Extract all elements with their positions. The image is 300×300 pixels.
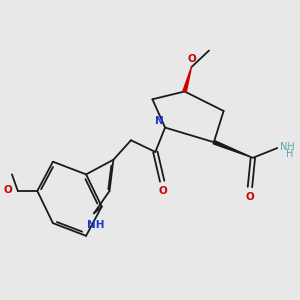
Text: O: O <box>188 54 196 64</box>
Text: O: O <box>4 185 13 195</box>
Text: O: O <box>246 192 254 202</box>
Text: N: N <box>154 116 163 126</box>
Polygon shape <box>183 67 191 92</box>
Text: NH: NH <box>87 220 104 230</box>
Text: O: O <box>158 187 167 196</box>
Polygon shape <box>213 141 253 158</box>
Text: NH: NH <box>280 142 294 152</box>
Text: H: H <box>286 149 294 159</box>
